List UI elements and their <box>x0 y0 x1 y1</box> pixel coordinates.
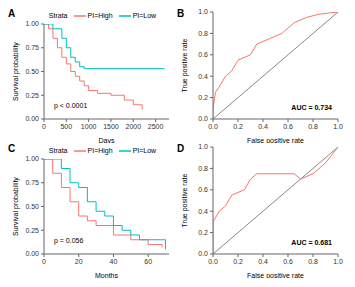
svg-text:1500: 1500 <box>103 123 119 130</box>
svg-text:0.00: 0.00 <box>25 115 39 122</box>
svg-text:0.00: 0.00 <box>25 250 39 257</box>
svg-text:0.25: 0.25 <box>25 227 39 234</box>
html-text:p < 0.0001: p < 0.0001 <box>54 102 88 109</box>
svg-text:0.0: 0.0 <box>198 115 208 122</box>
svg-text:0.6: 0.6 <box>283 258 293 265</box>
svg-text:0.4: 0.4 <box>258 123 268 130</box>
svg-text:0.2: 0.2 <box>233 123 243 130</box>
svg-text:0.8: 0.8 <box>308 258 318 265</box>
svg-text:500: 500 <box>60 123 72 130</box>
svg-text:0.50: 0.50 <box>25 68 39 75</box>
svg-text:Months: Months <box>95 272 118 278</box>
svg-text:0.50: 0.50 <box>25 203 39 210</box>
html-text:AUC = 0.734: AUC = 0.734 <box>291 104 332 111</box>
html-text:A: A <box>8 8 16 19</box>
svg-text:1.0: 1.0 <box>333 258 343 265</box>
svg-text:0: 0 <box>42 258 46 265</box>
html-text:Strata: Strata <box>48 12 68 19</box>
svg-text:0.2: 0.2 <box>198 94 208 101</box>
html-text:PI=Low: PI=Low <box>132 12 157 19</box>
svg-text:0.0: 0.0 <box>198 250 208 257</box>
svg-text:Survival probability: Survival probability <box>12 42 20 101</box>
svg-text:1000: 1000 <box>81 123 97 130</box>
html-text:PI=High: PI=High <box>87 147 113 154</box>
svg-text:20: 20 <box>75 258 83 265</box>
svg-text:0.25: 0.25 <box>25 92 39 99</box>
svg-text:1.00: 1.00 <box>25 20 39 27</box>
svg-text:0: 0 <box>42 123 46 130</box>
svg-text:2000: 2000 <box>125 123 141 130</box>
svg-text:0.2: 0.2 <box>198 229 208 236</box>
html-text:Strata: Strata <box>48 147 68 154</box>
svg-text:1.0: 1.0 <box>333 123 343 130</box>
svg-text:0.0: 0.0 <box>208 258 218 265</box>
svg-text:0.2: 0.2 <box>233 258 243 265</box>
svg-text:False positive rate: False positive rate <box>247 272 304 278</box>
html-text:C: C <box>8 143 16 154</box>
svg-text:0.75: 0.75 <box>25 44 39 51</box>
svg-text:2500: 2500 <box>148 123 164 130</box>
svg-text:60: 60 <box>144 258 152 265</box>
svg-text:0.6: 0.6 <box>198 186 208 193</box>
svg-text:0.75: 0.75 <box>25 179 39 186</box>
svg-text:0.4: 0.4 <box>258 258 268 265</box>
svg-text:0.0: 0.0 <box>208 123 218 130</box>
svg-text:0.6: 0.6 <box>283 123 293 130</box>
svg-text:40: 40 <box>110 258 118 265</box>
html-text:p = 0.056: p = 0.056 <box>54 237 84 244</box>
svg-text:False positive rate: False positive rate <box>247 137 304 143</box>
svg-text:True positive rate: True positive rate <box>181 173 189 227</box>
svg-text:0.8: 0.8 <box>198 165 208 172</box>
svg-text:0.4: 0.4 <box>198 73 208 80</box>
svg-text:Days: Days <box>99 137 115 143</box>
svg-text:1.0: 1.0 <box>198 8 208 15</box>
svg-text:1.00: 1.00 <box>25 155 39 162</box>
svg-text:0.8: 0.8 <box>308 123 318 130</box>
html-text:PI=Low: PI=Low <box>132 147 157 154</box>
svg-text:True positive rate: True positive rate <box>181 38 189 92</box>
svg-text:0.4: 0.4 <box>198 208 208 215</box>
html-text:D: D <box>177 143 185 154</box>
svg-text:0.8: 0.8 <box>198 30 208 37</box>
html-text:PI=High: PI=High <box>87 12 113 19</box>
svg-text:0.6: 0.6 <box>198 51 208 58</box>
html-text:B: B <box>177 8 185 19</box>
svg-text:Survival probability: Survival probability <box>12 177 20 236</box>
svg-text:1.0: 1.0 <box>198 143 208 150</box>
html-text:AUC = 0.681: AUC = 0.681 <box>291 239 332 246</box>
